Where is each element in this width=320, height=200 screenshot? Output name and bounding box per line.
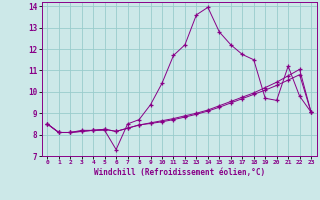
- X-axis label: Windchill (Refroidissement éolien,°C): Windchill (Refroidissement éolien,°C): [94, 168, 265, 177]
